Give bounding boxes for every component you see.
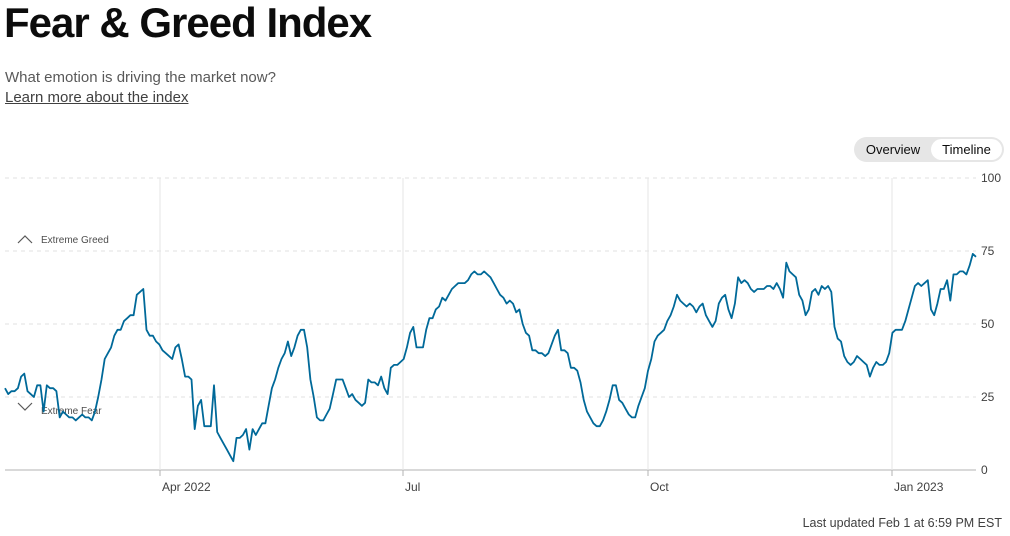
overview-toggle-button[interactable]: Overview [865,142,921,157]
page-title: Fear & Greed Index [4,0,372,46]
y-tick-label: 25 [981,390,995,404]
timeline-toggle-button[interactable]: Timeline [931,139,1002,160]
chart-zone-markers: Extreme Greed Extreme Fear [17,235,109,417]
page-subtitle: What emotion is driving the market now? [5,69,276,86]
y-tick-label: 75 [981,244,995,258]
fear-greed-chart: Extreme Greed Extreme Fear 0 25 50 75 100 Apr… [4,171,1001,494]
chart-series [4,253,977,463]
y-tick-label: 50 [981,317,995,331]
y-tick-label: 100 [981,171,1001,185]
last-updated-text: Last updated Feb 1 at 6:59 PM EST [802,516,1002,530]
chart-axes: 0 25 50 75 100 Apr 2022 Jul Oct Jan 2023 [159,171,1001,494]
x-tick-label: Apr 2022 [162,480,211,494]
x-tick-label: Oct [650,480,669,494]
extreme-greed-label: Extreme Greed [41,235,109,246]
chevron-up-icon [17,235,33,244]
x-tick-label: Jul [405,480,420,494]
learn-more-link[interactable]: Learn more about the index [5,89,189,106]
view-toggle: Overview Timeline [854,137,1004,162]
y-tick-label: 0 [981,463,988,477]
index-series-line [4,253,977,463]
chevron-down-icon [17,402,33,411]
extreme-fear-label: Extreme Fear [41,406,102,417]
x-tick-label: Jan 2023 [894,480,944,494]
chart-grid [5,177,976,471]
